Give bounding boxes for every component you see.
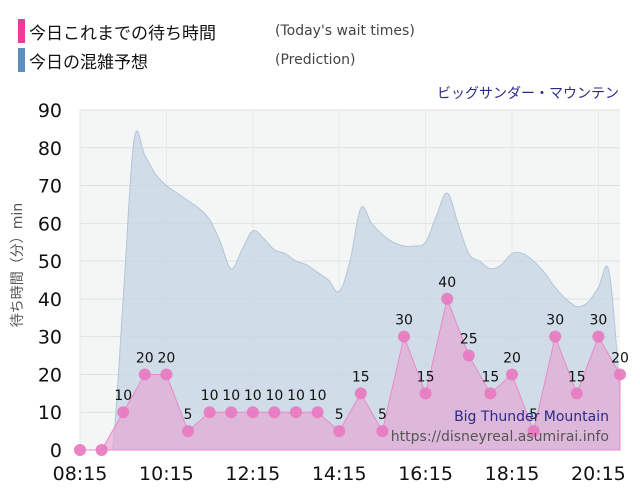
data-point [527,425,540,438]
data-label: 10 [265,388,283,404]
data-label: 20 [611,350,629,366]
data-point [570,387,583,400]
x-tick-label: 20:15 [571,463,626,485]
y-tick-label: 10 [38,402,62,424]
y-tick-label: 30 [38,327,62,349]
data-point [592,330,605,343]
data-label: 30 [546,313,564,329]
data-label: 10 [244,388,262,404]
data-label: 40 [438,275,456,291]
data-point [117,406,130,419]
data-point [311,406,324,419]
data-point [398,330,410,343]
annotation-url: https://disneyreal.asumirai.info [391,429,609,445]
data-point [290,406,302,419]
data-point [376,425,389,438]
data-label: 10 [287,388,305,404]
y-axis-label: 待ち時間（分）min [10,203,26,327]
data-label: 20 [136,350,154,366]
data-label: 10 [222,388,240,404]
data-label: 20 [503,350,521,366]
data-point [203,406,216,419]
data-label: 10 [309,388,327,404]
data-point [441,292,454,305]
data-point [549,330,562,343]
data-point [506,368,518,381]
legend-swatch-prediction [18,48,25,72]
data-point [614,368,626,381]
data-label: 15 [481,369,499,385]
data-point [74,444,86,456]
data-label: 5 [184,407,193,423]
data-label: 15 [417,369,435,385]
data-label: 30 [589,313,607,329]
data-point [484,387,497,400]
data-point [225,406,238,419]
data-label: 10 [114,388,132,404]
data-point [268,406,281,419]
data-label: 25 [460,332,478,348]
x-tick-label: 08:15 [53,463,108,485]
y-tick-label: 0 [50,440,62,462]
data-point [160,368,173,381]
y-tick-label: 60 [38,213,62,235]
y-axis-ticks: 0 10 20 30 40 50 60 70 80 90 [38,100,62,462]
data-point [354,387,367,400]
x-tick-label: 14:15 [312,463,367,485]
y-tick-label: 80 [38,138,62,160]
data-label: 5 [335,407,344,423]
legend-sub-today: (Today's wait times) [275,23,415,39]
actual-points [74,292,626,456]
data-label: 15 [568,369,586,385]
data-point [95,444,108,456]
legend-item-today: 今日これまでの待ち時間 (Today's wait times) [18,18,415,44]
y-tick-label: 70 [38,176,62,198]
data-label: 10 [201,388,219,404]
y-tick-label: 40 [38,289,62,311]
legend-swatch-today [18,19,25,43]
x-tick-label: 10:15 [139,463,194,485]
legend-label-prediction: 今日の混雑予想 [29,52,148,73]
data-point [246,406,259,419]
data-label: 5 [378,407,387,423]
x-axis-ticks: 08:15 10:15 12:15 14:15 16:15 18:15 20:15 [53,463,626,485]
y-tick-label: 50 [38,251,62,273]
data-label: 15 [352,369,370,385]
y-tick-label: 90 [38,100,62,122]
data-point [462,349,475,362]
data-label: 30 [395,313,413,329]
y-tick-label: 20 [38,364,62,386]
prediction-area [79,130,621,451]
data-label: 5 [529,407,538,423]
data-label: 20 [157,350,175,366]
data-point [182,425,194,438]
legend-label-today: 今日これまでの待ち時間 [29,23,216,44]
annotation-ride-name: Big Thunder Mountain [454,409,609,425]
x-tick-label: 18:15 [485,463,540,485]
legend-sub-prediction: (Prediction) [275,52,356,68]
data-point [138,368,151,381]
data-point [419,387,432,400]
x-tick-label: 12:15 [225,463,280,485]
chart-title: ビッグサンダー・マウンテン [437,86,619,102]
legend-item-prediction: 今日の混雑予想 (Prediction) [18,47,355,73]
data-point [333,425,346,438]
x-tick-label: 16:15 [398,463,453,485]
